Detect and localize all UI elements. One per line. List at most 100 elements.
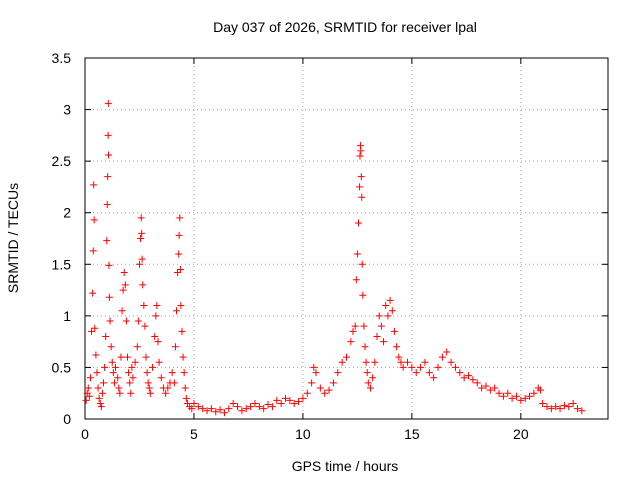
chart-title: Day 037 of 2026, SRMTID for receiver lpa… bbox=[213, 19, 477, 35]
data-point bbox=[578, 407, 586, 415]
data-point bbox=[299, 394, 307, 402]
data-point bbox=[491, 384, 499, 392]
data-point bbox=[543, 403, 551, 411]
data-point bbox=[114, 374, 122, 382]
x-tick-label: 15 bbox=[404, 426, 420, 442]
data-point bbox=[361, 343, 369, 351]
data-point bbox=[286, 396, 294, 404]
data-point bbox=[110, 379, 118, 387]
data-point bbox=[92, 351, 100, 359]
data-point bbox=[141, 322, 149, 330]
data-point bbox=[146, 389, 154, 397]
data-point bbox=[460, 374, 468, 382]
data-point bbox=[295, 397, 303, 405]
data-point bbox=[109, 369, 117, 377]
data-point bbox=[220, 409, 228, 417]
data-point bbox=[242, 405, 250, 413]
data-point bbox=[225, 405, 233, 413]
data-point bbox=[316, 384, 324, 392]
data-point bbox=[164, 384, 172, 392]
data-point bbox=[170, 379, 178, 387]
data-point bbox=[364, 379, 372, 387]
grid-lines bbox=[85, 58, 608, 419]
data-point bbox=[178, 327, 186, 335]
data-point bbox=[421, 358, 429, 366]
data-point bbox=[129, 374, 137, 382]
data-point bbox=[137, 214, 145, 222]
data-point bbox=[334, 369, 342, 377]
data-point bbox=[103, 237, 111, 245]
data-point bbox=[456, 369, 464, 377]
data-point bbox=[118, 307, 126, 315]
data-point bbox=[182, 394, 190, 402]
data-point bbox=[530, 389, 538, 397]
data-point bbox=[469, 376, 477, 384]
data-point bbox=[393, 343, 401, 351]
data-point bbox=[573, 405, 581, 413]
data-point bbox=[495, 389, 503, 397]
axis-ticks: 0 5 10 15 20 0 0.5 1 1.5 2 2.5 3 3.5 bbox=[52, 50, 608, 442]
data-point bbox=[390, 327, 398, 335]
data-point bbox=[133, 343, 141, 351]
data-point bbox=[443, 348, 451, 356]
data-point bbox=[207, 405, 215, 413]
data-point bbox=[95, 394, 103, 402]
data-point bbox=[203, 407, 211, 415]
data-point bbox=[565, 403, 573, 411]
data-point bbox=[153, 302, 161, 310]
data-point bbox=[356, 152, 364, 160]
data-point bbox=[127, 389, 135, 397]
data-point bbox=[451, 363, 459, 371]
data-point bbox=[179, 353, 187, 361]
data-point bbox=[308, 379, 316, 387]
data-point bbox=[375, 312, 383, 320]
data-point bbox=[119, 286, 127, 294]
data-point bbox=[84, 384, 92, 392]
data-point bbox=[359, 291, 367, 299]
data-point bbox=[512, 392, 520, 400]
data-point bbox=[347, 338, 355, 346]
data-point bbox=[121, 281, 129, 289]
y-tick-label: 0 bbox=[63, 411, 71, 427]
data-point bbox=[412, 369, 420, 377]
data-point bbox=[106, 317, 114, 325]
data-point bbox=[107, 343, 115, 351]
data-point bbox=[90, 181, 98, 189]
data-point bbox=[356, 183, 364, 191]
data-point bbox=[384, 312, 392, 320]
data-points bbox=[82, 99, 586, 417]
data-point bbox=[85, 392, 93, 400]
data-point bbox=[536, 386, 544, 394]
data-point bbox=[388, 307, 396, 315]
data-point bbox=[363, 369, 371, 377]
data-point bbox=[486, 386, 494, 394]
data-point bbox=[181, 384, 189, 392]
data-point bbox=[126, 379, 134, 387]
data-point bbox=[199, 405, 207, 413]
x-tick-label: 20 bbox=[513, 426, 529, 442]
data-point bbox=[482, 382, 490, 390]
data-point bbox=[353, 250, 361, 258]
data-point bbox=[386, 296, 394, 304]
data-point bbox=[255, 403, 263, 411]
data-point bbox=[88, 327, 96, 335]
data-point bbox=[247, 403, 255, 411]
data-point bbox=[103, 200, 111, 208]
data-point bbox=[312, 369, 320, 377]
data-point bbox=[338, 358, 346, 366]
data-point bbox=[144, 379, 152, 387]
data-point bbox=[377, 322, 385, 330]
data-point bbox=[177, 302, 185, 310]
data-point bbox=[91, 324, 99, 332]
data-point bbox=[404, 358, 412, 366]
data-point bbox=[175, 231, 183, 239]
data-point bbox=[366, 384, 374, 392]
data-point bbox=[325, 386, 333, 394]
x-tick-label: 0 bbox=[81, 426, 89, 442]
data-point bbox=[175, 250, 183, 258]
data-point bbox=[521, 394, 529, 402]
data-point bbox=[157, 374, 165, 382]
data-point bbox=[131, 358, 139, 366]
y-tick-label: 3.5 bbox=[52, 50, 72, 66]
data-point bbox=[473, 379, 481, 387]
